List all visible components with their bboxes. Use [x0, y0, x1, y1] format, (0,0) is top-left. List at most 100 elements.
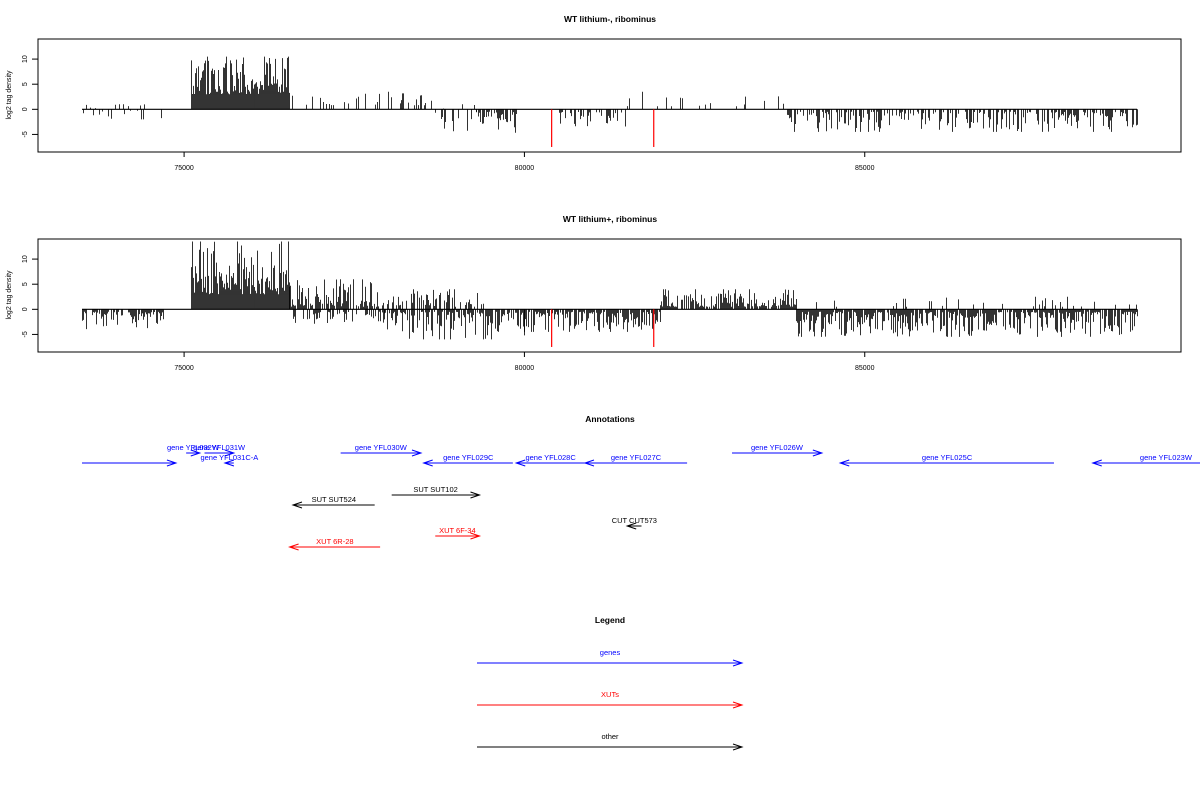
- density-bars: [82, 56, 1138, 133]
- feature-label: CUT CUT573: [612, 516, 657, 525]
- feature-arrowhead: [411, 449, 423, 457]
- feature-label: gene YFL030W: [355, 443, 408, 452]
- feature-label: gene YFL028C: [525, 453, 576, 462]
- legend-item: other: [477, 732, 744, 751]
- legend-panel: Legend genes XUTs other: [477, 615, 744, 751]
- density-bar-group: [293, 309, 385, 324]
- annotation-feature: [82, 459, 178, 467]
- density-bar-group: [524, 309, 661, 332]
- feature-arrowhead: [470, 491, 482, 499]
- feature-label: gene YFL025C: [922, 453, 973, 462]
- feature-arrowhead: [583, 459, 595, 467]
- annotation-feature: gene YFL026W: [732, 443, 824, 457]
- legend-items: genes XUTs other: [477, 648, 744, 751]
- annotation-feature: gene YFL023W: [1091, 453, 1200, 467]
- legend-arrowhead: [732, 743, 744, 751]
- annotation-feature: gene YFL028C: [514, 453, 585, 467]
- legend-item: genes: [477, 648, 744, 667]
- feature-arrowhead: [190, 449, 202, 457]
- y-axis: -5 0 5 10: [22, 55, 39, 138]
- density-bar-group: [660, 289, 797, 310]
- feature-label: SUT SUT102: [413, 485, 457, 494]
- density-bar-group: [82, 309, 164, 330]
- density-bar-group: [83, 104, 162, 120]
- feature-arrowhead: [838, 459, 850, 467]
- annotation-feature: XUT 6R-28: [288, 537, 381, 551]
- legend-arrowhead: [732, 701, 744, 709]
- y-axis-label: log2 tag density: [6, 70, 13, 120]
- density-bar-group: [292, 91, 432, 110]
- annotation-feature: CUT CUT573: [612, 516, 657, 530]
- annotation-feature: SUT SUT524: [291, 495, 375, 509]
- feature-arrowhead: [422, 459, 433, 467]
- panel-title: WT lithium+, ribominus: [563, 214, 657, 224]
- feature-label: XUT 6R-28: [316, 537, 353, 546]
- track-panel-lithium-minus: WT lithium-, ribominus log2 tag density …: [6, 14, 1182, 172]
- feature-label: gene YFL026W: [751, 443, 804, 452]
- density-bar-group: [816, 296, 1137, 310]
- annotation-feature: XUT 6F-34: [435, 526, 482, 540]
- y-axis-label: log2 tag density: [6, 270, 13, 320]
- legend-title: Legend: [595, 615, 625, 625]
- marker-lines: [551, 109, 655, 147]
- feature-arrowhead: [625, 522, 637, 530]
- y-tick-label: -5: [22, 331, 29, 337]
- annotation-feature: gene YFL031C-A: [200, 453, 258, 467]
- legend-arrowhead: [732, 659, 744, 667]
- panel-title: WT lithium-, ribominus: [564, 14, 656, 24]
- y-tick-label: 0: [22, 307, 29, 311]
- density-bar-group: [627, 91, 784, 110]
- feature-arrowhead: [1091, 459, 1102, 467]
- x-tick-label: 75000: [174, 365, 194, 372]
- density-bar-group: [787, 109, 1138, 132]
- feature-arrowhead: [470, 532, 482, 540]
- feature-arrowhead: [291, 501, 303, 509]
- track-panel-lithium-plus: WT lithium+, ribominus log2 tag density …: [6, 214, 1182, 372]
- y-tick-label: 5: [22, 82, 29, 86]
- feature-arrowhead: [514, 459, 526, 467]
- annotation-feature: gene YFL025C: [838, 453, 1054, 467]
- x-tick-label: 80000: [515, 165, 535, 172]
- density-bar-group: [559, 109, 626, 127]
- legend-item: XUTs: [477, 690, 744, 709]
- feature-label: gene YFL031C-A: [200, 453, 258, 462]
- y-tick-label: 5: [22, 282, 29, 286]
- x-tick-label: 85000: [855, 365, 875, 372]
- density-bar-group: [796, 309, 1138, 337]
- feature-arrowhead: [166, 459, 178, 467]
- y-axis: -5 0 5 10: [22, 255, 39, 338]
- density-bar-group: [289, 279, 384, 310]
- feature-label: gene YFL029C: [443, 453, 494, 462]
- legend-label: genes: [600, 648, 621, 657]
- annotation-feature: gene YFL032W: [167, 443, 220, 457]
- feature-label: XUT 6F-34: [439, 526, 476, 535]
- feature-label: SUT SUT524: [312, 495, 356, 504]
- marker-lines: [551, 309, 655, 347]
- annotations-title: Annotations: [585, 414, 635, 424]
- density-bar-group: [191, 241, 290, 310]
- legend-label: XUTs: [601, 690, 619, 699]
- feature-arrowhead: [288, 543, 299, 551]
- x-tick-label: 85000: [855, 165, 875, 172]
- density-bar-group: [476, 109, 517, 133]
- feature-arrowhead: [224, 449, 236, 457]
- density-bar-group: [387, 289, 484, 310]
- annotation-feature: gene YFL027C: [583, 453, 688, 467]
- y-tick-label: 0: [22, 107, 29, 111]
- density-bar-group: [435, 104, 477, 132]
- annotation-feature: gene YFL029C: [422, 453, 513, 467]
- feature-label: gene YFL031W: [193, 443, 246, 452]
- x-tick-label: 75000: [174, 165, 194, 172]
- x-tick-label: 80000: [515, 365, 535, 372]
- feature-arrowhead: [223, 459, 235, 467]
- density-bar-group: [191, 56, 290, 110]
- legend-label: other: [601, 732, 619, 741]
- feature-label: gene YFL027C: [611, 453, 662, 462]
- feature-arrowhead: [812, 449, 824, 457]
- annotation-feature: SUT SUT102: [391, 485, 482, 499]
- y-tick-label: -5: [22, 131, 29, 137]
- density-bar-group: [384, 309, 525, 340]
